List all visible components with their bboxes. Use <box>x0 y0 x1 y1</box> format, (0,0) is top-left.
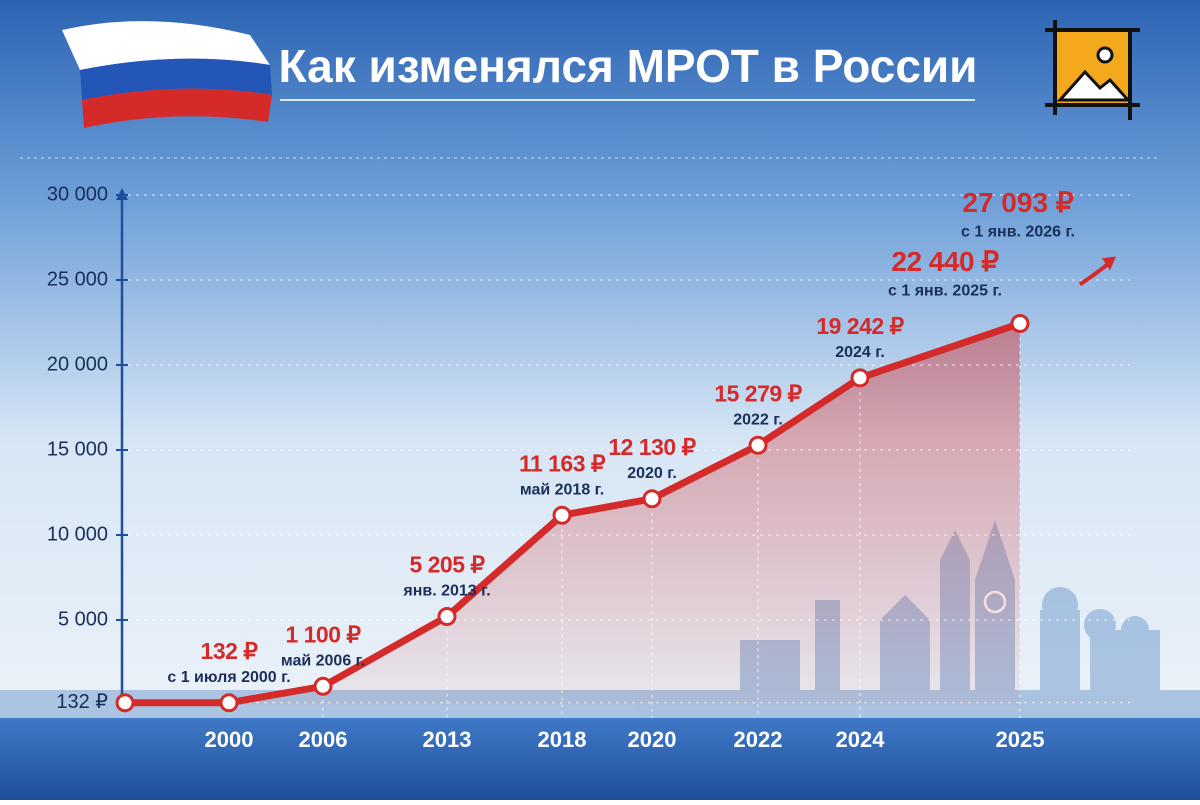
value-label: 15 279 ₽ <box>714 380 802 406</box>
x-tick-label: 2013 <box>423 727 472 752</box>
point <box>850 368 870 388</box>
y-tick-label: 10 000 <box>47 523 108 545</box>
x-tick-label: 2025 <box>996 727 1045 752</box>
value-label: 12 130 ₽ <box>608 434 696 460</box>
annotation-label: 27 093 ₽ <box>962 187 1073 218</box>
point <box>115 693 135 713</box>
point-note: 2022 г. <box>733 411 783 428</box>
value-label: 5 205 ₽ <box>409 552 485 578</box>
chart-title: Как изменялся МРОТ в России <box>279 40 978 92</box>
y-tick-label: 25 000 <box>47 268 108 290</box>
y-tick-label: 5 000 <box>58 608 108 630</box>
point-note: с 1 июля 2000 г. <box>167 669 290 686</box>
point <box>313 676 333 696</box>
x-tick-label: 2020 <box>628 727 677 752</box>
point-note: с 1 янв. 2025 г. <box>888 283 1002 300</box>
point <box>219 693 239 713</box>
point <box>1010 314 1030 334</box>
y-tick-label: 20 000 <box>47 353 108 375</box>
point <box>437 607 457 627</box>
image-icon <box>1045 20 1140 120</box>
bottom-band <box>0 718 1200 800</box>
point <box>748 435 768 455</box>
y-tick-label: 30 000 <box>47 183 108 205</box>
point-note: май 2018 г. <box>520 481 604 498</box>
x-tick-label: 2018 <box>538 727 587 752</box>
value-label: 132 ₽ <box>201 638 259 664</box>
value-label: 19 242 ₽ <box>816 313 904 339</box>
x-tick-label: 2000 <box>205 727 254 752</box>
value-label: 11 163 ₽ <box>519 450 606 476</box>
x-tick-label: 2006 <box>299 727 348 752</box>
annotation-note: с 1 янв. 2026 г. <box>961 224 1075 241</box>
x-tick-label: 2024 <box>836 727 886 752</box>
point <box>642 489 662 509</box>
point-note: 2020 г. <box>627 465 677 482</box>
y-tick-label: 132 ₽ <box>56 691 108 713</box>
point <box>552 505 572 525</box>
y-tick-label: 15 000 <box>47 438 108 460</box>
point-note: май 2006 г. <box>281 653 365 670</box>
value-label: 22 440 ₽ <box>891 246 999 277</box>
x-tick-label: 2022 <box>734 727 783 752</box>
flag <box>62 21 272 128</box>
point-note: 2024 г. <box>835 344 885 361</box>
annotation-arrowhead <box>1102 256 1116 271</box>
value-label: 1 100 ₽ <box>285 621 361 647</box>
point-note: янв. 2013 г. <box>402 583 490 600</box>
